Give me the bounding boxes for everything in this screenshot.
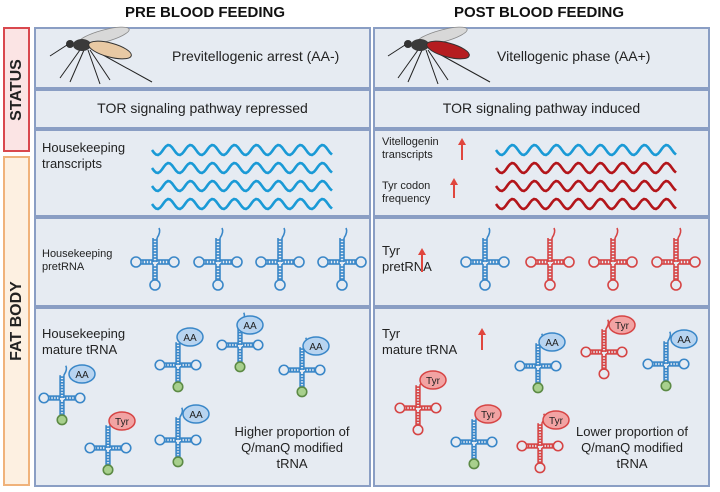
svg-text:Tyr: Tyr	[481, 410, 496, 421]
housekeeping-pretrna-4-icon	[317, 227, 367, 291]
aa-tag-pre-2: AA	[236, 315, 264, 335]
housekeeping-pretrna-3-icon	[255, 227, 305, 291]
aa-tag-pre-4: AA	[68, 364, 96, 384]
housekeeping-mature-trna-4-icon	[38, 365, 86, 426]
mosquito-fed-icon	[387, 26, 491, 85]
tyr-tag-post-2: Tyr	[608, 315, 636, 335]
pre-transcripts-label: Housekeeping transcripts	[42, 140, 126, 171]
pre-transcripts-panel	[34, 129, 371, 217]
mature-trna-post-2-icon	[580, 319, 628, 380]
tyr-pretrna-red-2-icon	[588, 227, 638, 291]
pre-status-text: Previtellogenic arrest (AA-)	[172, 48, 340, 64]
tyr-mature-up-arrow-icon	[478, 328, 486, 350]
mature-trna-post-6-icon	[516, 413, 564, 474]
post-status-text: Vitellogenic phase (AA+)	[497, 48, 651, 64]
svg-text:Tyr: Tyr	[115, 417, 130, 428]
aa-tag-pre-6: AA	[182, 404, 210, 424]
tyr-pretrna-up-arrow-icon	[418, 248, 426, 272]
svg-text:AA: AA	[309, 342, 323, 353]
tyr-codon-up-arrow-icon	[450, 178, 458, 198]
tyr-tag-pre-5: Tyr	[108, 411, 136, 431]
svg-text:AA: AA	[183, 333, 197, 344]
svg-text:AA: AA	[75, 370, 89, 381]
tyr-pretrna-red-1-icon	[525, 227, 575, 291]
pre-feeding-header: PRE BLOOD FEEDING	[124, 4, 285, 21]
svg-text:AA: AA	[677, 335, 691, 346]
post-vitellogenin-label: Vitellogenin transcripts	[382, 136, 439, 161]
tyr-tag-post-6: Tyr	[542, 410, 570, 430]
tyr-pretrna-red-3-icon	[651, 227, 701, 291]
svg-text:Tyr: Tyr	[426, 376, 441, 387]
housekeeping-wave-2	[150, 161, 333, 175]
fat-body-side-label: FAT BODY	[3, 156, 30, 486]
housekeeping-wave-1	[150, 143, 333, 157]
svg-text:AA: AA	[189, 410, 203, 421]
post-pretrna-label: Tyr pretRNA	[382, 243, 432, 274]
housekeeping-pretrna-2-icon	[193, 227, 243, 291]
aa-tag-pre-3: AA	[302, 336, 330, 356]
post-modification-note: Lower proportion of Q/manQ modified tRNA	[575, 424, 688, 471]
svg-text:Tyr: Tyr	[549, 416, 564, 427]
post-tor-panel	[373, 89, 710, 129]
vitellogenin-wave-blue	[494, 143, 677, 157]
vitellogenin-wave-red-3	[494, 197, 677, 211]
vitellogenin-wave-red-2	[494, 179, 677, 193]
post-tor-text: TOR signaling pathway induced	[442, 100, 641, 116]
housekeeping-pretrna-1-icon	[130, 227, 180, 291]
pre-tor-text: TOR signaling pathway repressed	[97, 100, 308, 116]
aa-tag-pre-1: AA	[176, 327, 204, 347]
housekeeping-wave-3	[150, 179, 333, 193]
tyr-tag-post-5: Tyr	[474, 404, 502, 424]
svg-text:Tyr: Tyr	[615, 321, 630, 332]
mature-trna-post-1-icon	[514, 333, 562, 394]
mature-trna-post-3-icon	[642, 331, 690, 392]
housekeeping-mature-trna-6-icon	[154, 407, 202, 468]
housekeeping-mature-trna-3-icon	[278, 337, 326, 398]
pre-modification-note: Higher proportion of Q/manQ modified tRN…	[234, 424, 350, 471]
housekeeping-wave-4	[150, 197, 333, 211]
post-tyr-codon-label: Tyr codon frequency	[382, 180, 431, 205]
post-mature-label: Tyr mature tRNA	[382, 326, 458, 357]
status-side-label: STATUS	[3, 27, 30, 152]
tyr-tag-post-4: Tyr	[419, 370, 447, 390]
pre-pretrna-panel	[34, 217, 371, 307]
mosquito-unfed-icon	[49, 26, 153, 85]
aa-tag-post-3: AA	[670, 329, 698, 349]
post-feeding-header: POST BLOOD FEEDING	[453, 4, 624, 21]
pre-pretrna-label: Housekeeping pretRNA	[42, 248, 113, 273]
vitellogenin-up-arrow-icon	[458, 138, 466, 160]
pre-tor-panel	[34, 89, 371, 129]
svg-text:AA: AA	[545, 338, 559, 349]
vitellogenin-wave-red-1	[494, 161, 677, 175]
pre-mature-label: Housekeeping mature tRNA	[42, 326, 126, 357]
housekeeping-mature-trna-5-icon	[84, 415, 132, 476]
tyr-pretrna-blue-icon	[460, 227, 510, 291]
svg-text:AA: AA	[243, 321, 257, 332]
aa-tag-post-1: AA	[538, 332, 566, 352]
